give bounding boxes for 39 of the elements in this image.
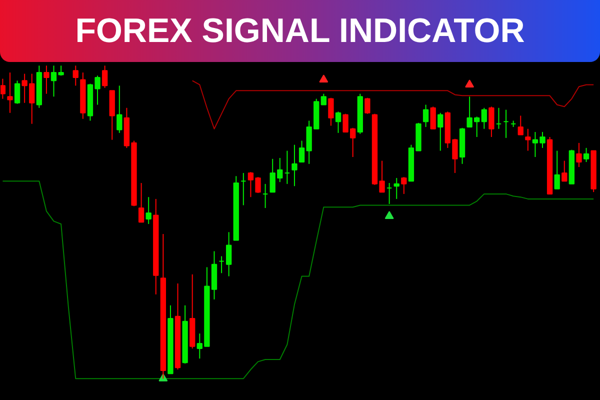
candlestick bbox=[240, 172, 246, 206]
candlestick bbox=[116, 85, 122, 134]
candlestick bbox=[518, 115, 524, 136]
candlestick bbox=[576, 142, 582, 168]
candlestick bbox=[525, 128, 531, 152]
point bbox=[319, 74, 328, 83]
candlestick bbox=[386, 182, 392, 204]
point bbox=[384, 211, 394, 219]
candlestick bbox=[328, 97, 334, 126]
candlestick bbox=[583, 147, 590, 163]
candlestick bbox=[481, 107, 487, 130]
candlestick bbox=[422, 104, 429, 128]
candlestick bbox=[292, 144, 298, 187]
candlestick bbox=[218, 256, 224, 274]
chart-title: FOREX SIGNAL INDICATOR bbox=[75, 11, 525, 52]
candlestick bbox=[7, 72, 13, 114]
candlestick bbox=[562, 160, 568, 182]
candlestick bbox=[138, 182, 144, 223]
point bbox=[465, 80, 474, 88]
candlestick bbox=[320, 93, 326, 106]
candlestick bbox=[44, 65, 50, 94]
candlestick bbox=[554, 150, 560, 190]
candlestick bbox=[496, 107, 502, 130]
candlestick bbox=[335, 111, 342, 134]
candlestick bbox=[262, 183, 268, 209]
candlestick bbox=[0, 78, 6, 100]
candlestick bbox=[394, 177, 400, 200]
candlestick bbox=[438, 112, 444, 152]
candlestick bbox=[226, 232, 232, 277]
candlestick bbox=[503, 109, 509, 138]
candlestick bbox=[284, 150, 290, 184]
candlestick bbox=[102, 65, 108, 88]
candlestick bbox=[14, 80, 20, 104]
candlestick bbox=[72, 65, 78, 86]
candlestick bbox=[364, 97, 370, 114]
candlestick bbox=[401, 176, 407, 194]
candlestick bbox=[146, 196, 152, 224]
candlestick bbox=[488, 106, 494, 138]
candlestick bbox=[430, 106, 436, 130]
